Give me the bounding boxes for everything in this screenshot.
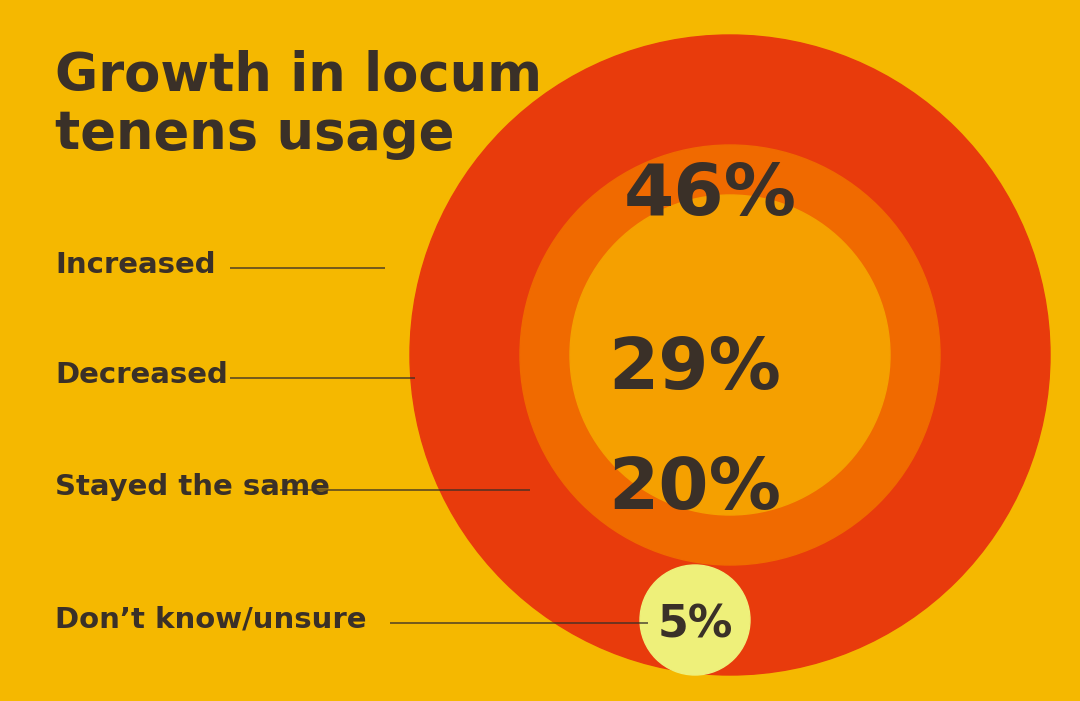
Text: 29%: 29% [608,336,782,404]
Circle shape [640,565,750,675]
Circle shape [410,35,1050,675]
Text: 5%: 5% [658,604,732,646]
FancyBboxPatch shape [5,5,1075,696]
Text: Increased: Increased [55,251,216,279]
Text: Decreased: Decreased [55,361,228,389]
Circle shape [570,195,890,515]
Text: 46%: 46% [623,161,797,229]
Text: 20%: 20% [608,456,782,524]
Text: Don’t know/unsure: Don’t know/unsure [55,606,366,634]
Circle shape [519,145,940,565]
Text: Stayed the same: Stayed the same [55,473,329,501]
Text: Growth in locum
tenens usage: Growth in locum tenens usage [55,50,542,160]
